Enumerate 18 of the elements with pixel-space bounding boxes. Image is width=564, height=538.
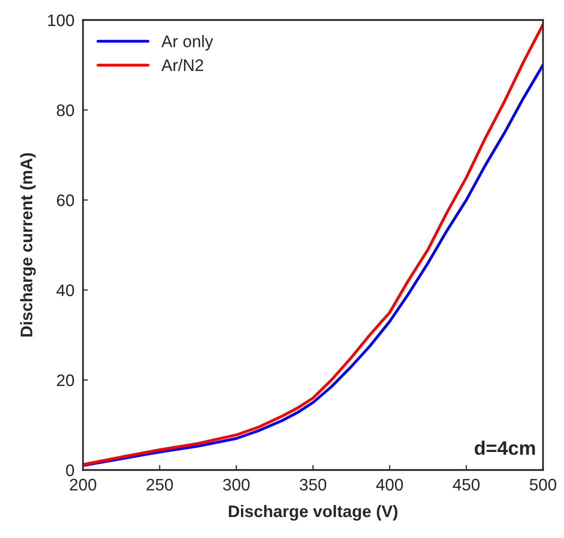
x-tick-label: 250 — [146, 478, 173, 491]
x-tick-label: 350 — [300, 478, 326, 491]
x-tick-label: 200 — [70, 478, 96, 491]
x-axis-title: Discharge voltage (V) — [228, 504, 398, 521]
x-tick-label: 300 — [223, 478, 250, 491]
y-axis-title: Discharge current (mA) — [20, 153, 36, 336]
legend-label: Ar only — [161, 35, 214, 51]
x-tick-label: 450 — [452, 478, 480, 491]
x-tick-label: 500 — [530, 478, 556, 491]
y-tick-label: 20 — [56, 374, 74, 386]
y-tick-label: 60 — [56, 194, 74, 206]
x-tick-label: 400 — [376, 478, 403, 491]
y-tick-label: 0 — [66, 464, 74, 476]
annotation: d=4cm — [474, 440, 535, 455]
y-tick-label: 80 — [56, 104, 74, 116]
legend-label: Ar/N2 — [161, 58, 204, 72]
y-tick-label: 40 — [56, 284, 74, 296]
y-tick-label: 100 — [48, 14, 74, 26]
